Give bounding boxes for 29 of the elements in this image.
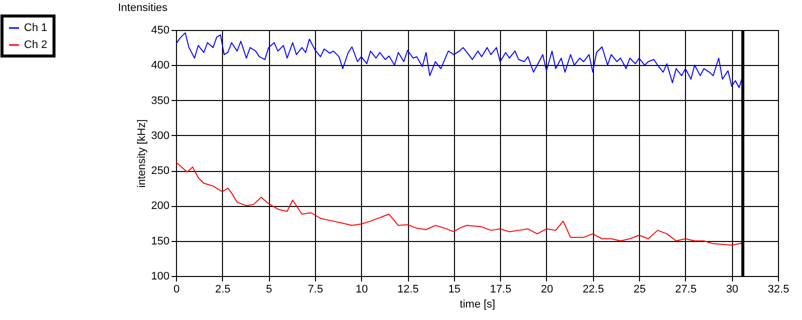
x-axis-title: time [s] xyxy=(460,298,496,310)
y-tick-label: 250 xyxy=(151,165,170,178)
legend-label: Ch 1 xyxy=(24,22,48,34)
y-tick-label: 150 xyxy=(151,235,170,248)
line-series xyxy=(176,32,744,88)
y-tick-label: 200 xyxy=(151,200,170,212)
x-tick-label: 15 xyxy=(448,284,460,296)
y-tick-label: 350 xyxy=(151,94,170,107)
x-tick-label: 12.5 xyxy=(397,284,419,296)
line-series xyxy=(176,162,744,246)
x-tick-label: 0 xyxy=(173,284,180,296)
x-tick-label: 27.5 xyxy=(675,284,697,296)
x-tick-label: 17.5 xyxy=(490,284,512,296)
y-axis-title: intensity [kHz] xyxy=(136,119,148,188)
y-tick-label: 400 xyxy=(151,60,170,72)
y-tick-label: 300 xyxy=(151,130,170,142)
x-tick-label: 7.5 xyxy=(308,284,324,296)
x-tick-label: 2.5 xyxy=(215,284,230,296)
x-tick-label: 22.5 xyxy=(582,284,604,296)
x-tick-label: 32.5 xyxy=(768,284,790,296)
y-tick-label: 100 xyxy=(151,270,170,282)
x-tick-label: 30 xyxy=(726,284,738,296)
x-tick-label: 5 xyxy=(266,284,272,296)
legend-label: Ch 2 xyxy=(24,39,48,51)
x-tick-label: 10 xyxy=(356,284,368,296)
chart-title: Intensities xyxy=(118,2,168,14)
x-tick-label: 25 xyxy=(633,284,646,296)
y-tick-label: 450 xyxy=(151,24,170,36)
x-tick-label: 20 xyxy=(540,284,554,296)
